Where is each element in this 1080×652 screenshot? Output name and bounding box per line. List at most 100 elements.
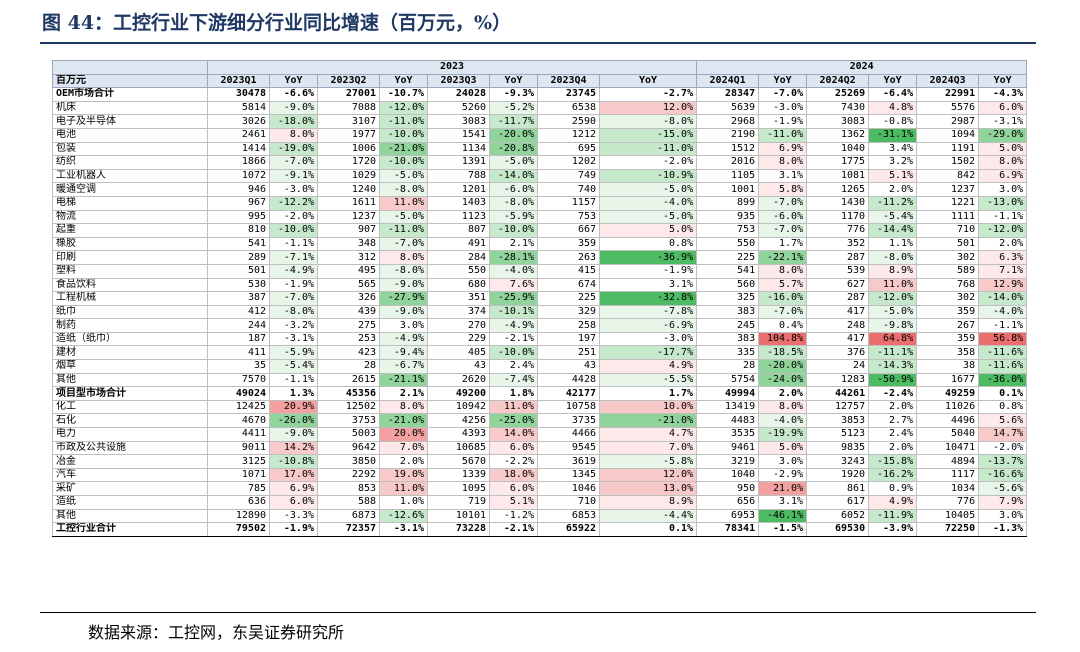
value-cell: 10942	[427, 399, 490, 415]
yoy-cell: 0.9%	[868, 481, 918, 496]
yoy-cell: -5.5%	[598, 372, 698, 388]
yoy-cell: -21.0%	[598, 413, 698, 429]
yoy-cell: 6.9%	[269, 481, 318, 496]
value-cell: 4256	[427, 413, 490, 429]
row-label: 工控行业合计	[52, 522, 208, 537]
figure-title: 图 44：工控行业下游细分行业同比增速（百万元，%）	[42, 12, 512, 34]
value-cell: 1391	[427, 155, 490, 170]
value-cell: 405	[427, 345, 490, 361]
value-cell: 30478	[207, 87, 270, 102]
yoy-cell: -3.1%	[978, 114, 1028, 129]
value-cell: 225	[537, 291, 600, 306]
value-cell: 565	[317, 277, 380, 293]
value-cell: 42177	[537, 386, 600, 401]
yoy-cell: -9.1%	[269, 168, 318, 184]
value-cell: 2190	[696, 127, 760, 143]
value-cell: 73228	[427, 522, 490, 537]
bottom-rule	[40, 612, 1036, 613]
yoy-cell: -4.0%	[758, 413, 808, 429]
value-cell: 1212	[537, 127, 600, 143]
yoy-cell: 8.0%	[379, 399, 428, 415]
value-cell: 287	[806, 250, 870, 265]
row-label: 烟草	[52, 359, 208, 374]
value-cell: 1071	[207, 467, 270, 483]
row-label: 冶金	[52, 454, 208, 469]
yoy-cell: -11.0%	[758, 127, 808, 143]
table-row: 纸巾 412 -8.0% 439 -9.0% 374 -10.1% 329 -7.8% 383 -7…	[52, 304, 1028, 320]
row-label: 印刷	[52, 250, 208, 265]
table-row: 造纸（纸巾） 187 -3.1% 253 -4.9% 229 -2.1% 197 -3.0% 38…	[52, 331, 1028, 347]
row-label: 项目型市场合计	[52, 386, 208, 401]
yoy-cell: -7.1%	[269, 250, 318, 265]
yoy-cell: -15.0%	[598, 127, 698, 143]
table-row: 冶金 3125 -10.8% 3850 2.0% 5670 -2.2% 3619 -5.8% 32…	[52, 454, 1028, 469]
yoy-cell: -21.0%	[379, 413, 428, 429]
yoy-cell: 3.1%	[758, 495, 808, 510]
yoy-cell: -10.0%	[379, 127, 428, 143]
yoy-cell: 3.0%	[758, 454, 808, 469]
value-cell: 1283	[806, 372, 870, 388]
yoy-cell: 1.1%	[868, 236, 918, 252]
value-cell: 78341	[696, 522, 760, 537]
yoy-cell: -2.1%	[489, 331, 538, 347]
value-cell: 27001	[317, 87, 380, 102]
value-cell: 49994	[696, 386, 760, 401]
table-row: 物流 995 -2.0% 1237 -5.0% 1123 -5.9% 753 -5.0% 935-…	[52, 209, 1028, 225]
value-cell: 2968	[696, 114, 760, 129]
yoy-cell: -50.9%	[868, 372, 918, 388]
yoy-cell: -10.0%	[489, 345, 538, 361]
yoy-cell: -4.0%	[978, 304, 1028, 320]
yoy-cell: -7.0%	[758, 223, 808, 238]
value-cell: 387	[207, 291, 270, 306]
yoy-cell: 14.7%	[978, 427, 1028, 442]
value-cell: 10758	[537, 399, 600, 415]
value-cell: 229	[427, 331, 490, 347]
value-cell: 4496	[916, 413, 980, 429]
yoy-cell: -8.0%	[598, 114, 698, 129]
yoy-cell: 21.0%	[758, 481, 808, 496]
yoy-cell: 6.0%	[489, 481, 538, 496]
yoy-cell: 0.4%	[758, 318, 808, 333]
value-cell: 5260	[427, 100, 490, 116]
yoy-cell: -4.4%	[598, 508, 698, 524]
table-row: 石化 4670 -26.0% 3753 -21.0% 4256 -25.0% 3735 -21.…	[52, 413, 1028, 429]
value-cell: 302	[916, 250, 980, 265]
yoy-cell: -5.6%	[978, 481, 1028, 496]
table-container: 2023 2024 百万元 2023Q1 YoY 2023Q2 YoY 2023Q3 Yo…	[52, 60, 1028, 537]
value-cell: 352	[806, 236, 870, 252]
yoy-cell: -11.0%	[379, 223, 428, 238]
value-cell: 3619	[537, 454, 600, 469]
yoy-cell: -6.7%	[379, 359, 428, 374]
value-cell: 251	[537, 345, 600, 361]
value-cell: 1170	[806, 209, 870, 225]
yoy-cell: -6.0%	[758, 209, 808, 225]
table-row: 电力 4411 -9.0% 5003 20.0% 4393 14.0% 4466 4.7% 353…	[52, 427, 1028, 442]
yoy-cell: 14.0%	[489, 427, 538, 442]
value-cell: 495	[317, 263, 380, 279]
value-cell: 4894	[916, 454, 980, 469]
yoy-cell: -1.9%	[758, 114, 808, 129]
value-cell: 776	[916, 495, 980, 510]
value-cell: 13419	[696, 399, 760, 415]
value-cell: 3107	[317, 114, 380, 129]
row-label: 汽车	[52, 467, 208, 483]
yoy-cell: -6.0%	[489, 182, 538, 197]
value-cell: 1414	[207, 141, 270, 157]
yoy-cell: -11.7%	[489, 114, 538, 129]
yoy-cell: -26.0%	[269, 413, 318, 429]
table-row: 化工 12425 20.9% 12502 8.0% 10942 11.0% 10758 10.0…	[52, 399, 1028, 415]
yoy-cell: 11.0%	[379, 195, 428, 211]
value-cell: 530	[207, 277, 270, 293]
value-cell: 5814	[207, 100, 270, 116]
value-cell: 302	[916, 291, 980, 306]
yoy-cell: 5.0%	[758, 440, 808, 456]
value-cell: 1512	[696, 141, 760, 157]
yoy-cell: -2.0%	[598, 155, 698, 170]
value-cell: 1046	[537, 481, 600, 496]
yoy-cell: -2.0%	[269, 209, 318, 225]
value-cell: 1072	[207, 168, 270, 184]
yoy-cell: 7.9%	[978, 495, 1028, 510]
yoy-cell: -20.0%	[758, 359, 808, 374]
value-cell: 44261	[806, 386, 870, 401]
value-cell: 1201	[427, 182, 490, 197]
